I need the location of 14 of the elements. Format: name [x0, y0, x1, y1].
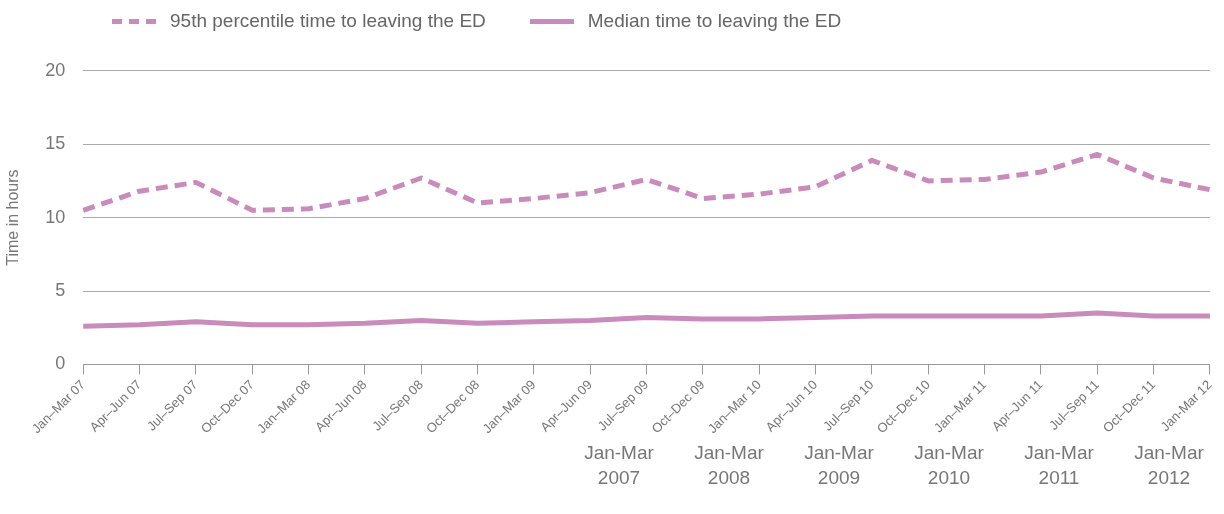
legend-label: Median time to leaving the ED [587, 10, 842, 32]
y-tick-label: 0 [55, 353, 66, 374]
legend-label: 95th percentile time to leaving the ED [170, 10, 486, 32]
y-tick-label: 5 [55, 279, 66, 300]
text: Jan-Mar 2012 [1133, 441, 1205, 490]
y-axis-title: Time in hours [4, 169, 22, 266]
text: Jan-Mar 2007 [583, 441, 655, 490]
text: Jan-Mar 2009 [803, 441, 875, 490]
y-tick-label: 20 [45, 59, 66, 80]
text: Jan-Mar 2011 [1023, 441, 1095, 490]
text: Jan-Mar 2008 [693, 441, 765, 490]
text: Jan-Mar 2010 [913, 441, 985, 490]
y-tick-label: 10 [45, 206, 66, 227]
y-tick-label: 15 [45, 133, 66, 154]
